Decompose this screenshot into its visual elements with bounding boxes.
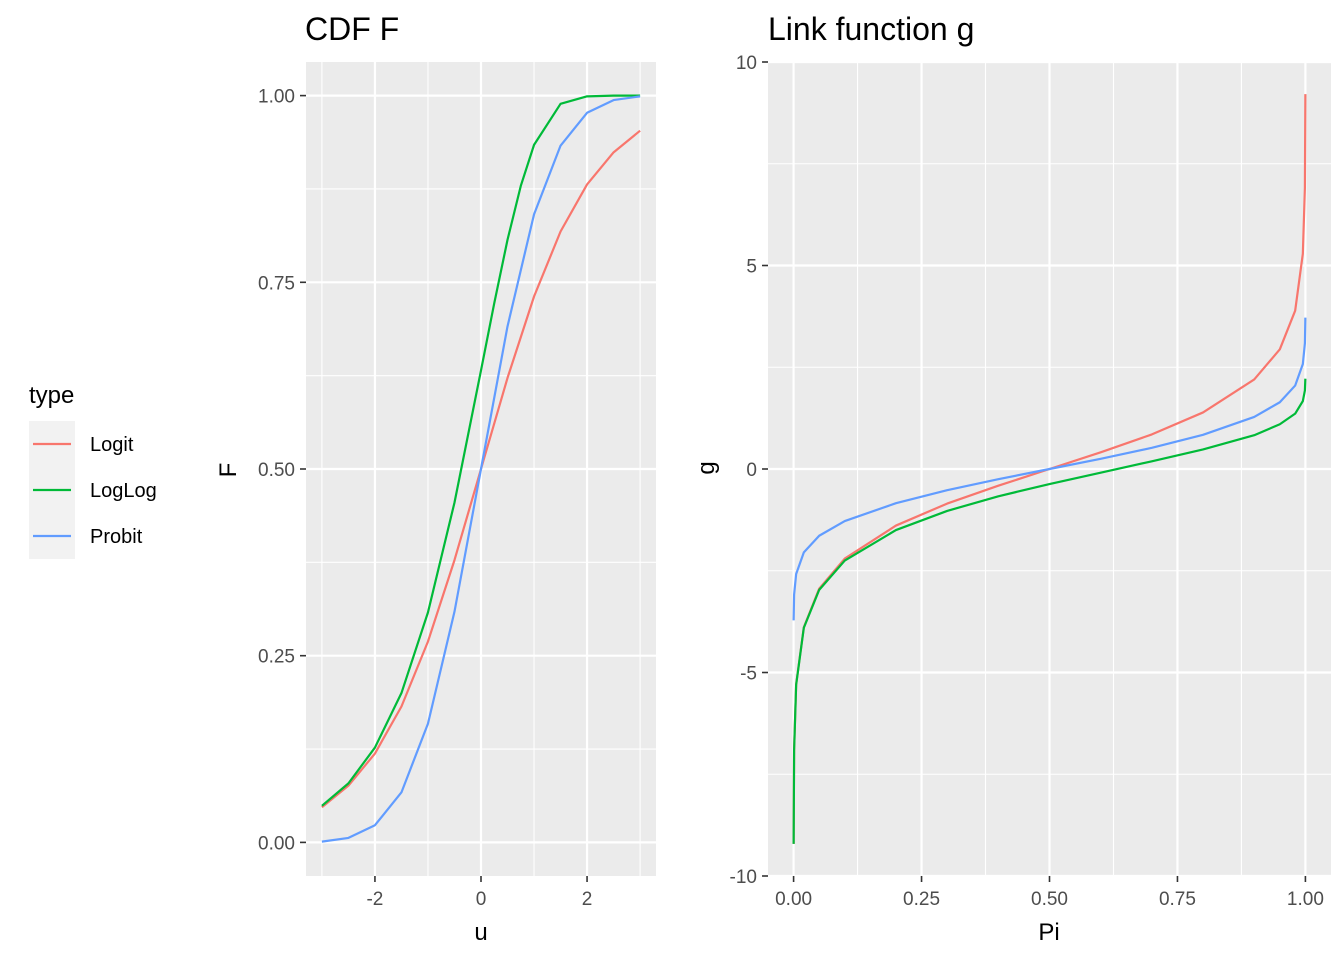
link-title: Link function g xyxy=(768,11,974,47)
cdf-title: CDF F xyxy=(305,11,399,47)
cdf-panel: CDF F 0.00 0.25 0.50 0.75 1.00 -2 0 2 u F xyxy=(215,11,656,946)
cdf-y-tick-label: 0.50 xyxy=(258,460,295,481)
cdf-x-tick-label: -2 xyxy=(366,889,383,910)
link-y-axis-title: g xyxy=(693,461,720,474)
link-x-axis: 0.00 0.25 0.50 0.75 1.00 xyxy=(775,876,1324,910)
cdf-x-tick-label: 2 xyxy=(582,889,593,910)
cdf-x-axis-title: u xyxy=(474,919,487,946)
link-x-axis-title: Pi xyxy=(1038,919,1059,946)
link-y-tick-label: -5 xyxy=(740,664,757,685)
link-y-tick-label: 5 xyxy=(746,257,757,278)
link-x-tick-label: 1.00 xyxy=(1287,889,1324,910)
link-y-tick-label: 0 xyxy=(746,460,757,481)
cdf-y-tick-label: 0.00 xyxy=(258,833,295,854)
cdf-y-tick-label: 0.75 xyxy=(258,273,295,294)
cdf-y-tick-label: 1.00 xyxy=(258,87,295,108)
link-x-tick-label: 0.00 xyxy=(775,889,812,910)
cdf-y-axis-title: F xyxy=(215,463,242,478)
link-y-tick-label: -10 xyxy=(730,867,757,888)
legend-label-probit: Probit xyxy=(90,526,143,548)
cdf-y-axis: 0.00 0.25 0.50 0.75 1.00 xyxy=(258,87,306,855)
legend-title: type xyxy=(29,382,74,409)
cdf-x-axis: -2 0 2 xyxy=(366,876,592,910)
link-x-tick-label: 0.25 xyxy=(903,889,940,910)
legend-label-logit: Logit xyxy=(90,434,134,456)
link-x-tick-label: 0.50 xyxy=(1031,889,1068,910)
link-y-axis: -10 -5 0 5 10 xyxy=(730,53,768,888)
legend: type Logit LogLog Probit xyxy=(29,382,157,559)
link-y-tick-label: 10 xyxy=(736,53,757,74)
legend-label-loglog: LogLog xyxy=(90,480,157,502)
link-x-tick-label: 0.75 xyxy=(1159,889,1196,910)
cdf-x-tick-label: 0 xyxy=(476,889,487,910)
cdf-y-tick-label: 0.25 xyxy=(258,647,295,668)
